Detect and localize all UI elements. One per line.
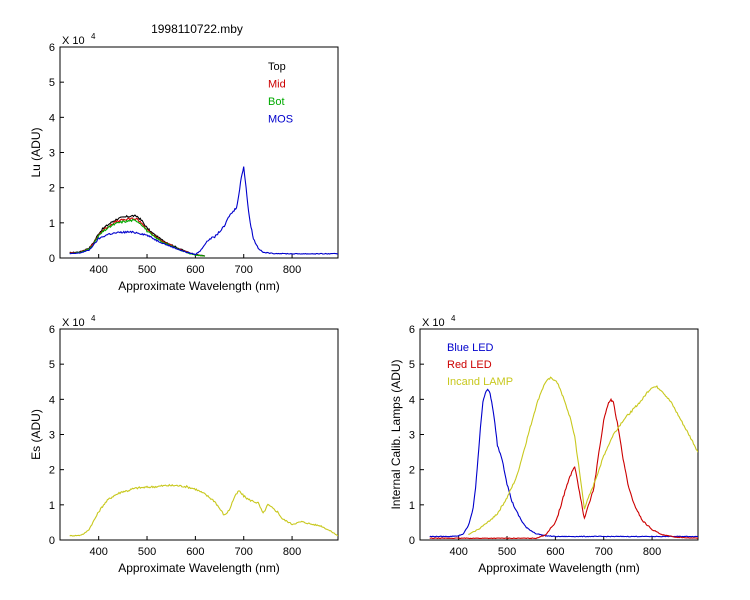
series-line-blue-led [429,388,698,538]
x-tick-label: 700 [595,546,613,558]
y-tick-label: 4 [409,394,415,406]
y-axis-label: Internal Calib. Lamps (ADU) [389,359,403,509]
y-tick-label: 0 [409,535,415,547]
y-tick-label: 0 [49,253,55,265]
y-exponent-label: X 10 [62,317,85,329]
legend-entry: Blue LED [447,342,494,354]
x-tick-label: 600 [186,546,204,558]
y-exponent-label: X 10 [62,35,85,47]
series-line-red-led [429,397,698,540]
y-tick-label: 3 [409,430,415,442]
y-tick-label: 1 [49,218,55,230]
y-exponent-power: 4 [451,314,456,323]
y-tick-label: 2 [409,465,415,477]
y-tick-label: 1 [49,500,55,512]
x-tick-label: 500 [138,546,156,558]
series-line-mos [69,166,338,256]
legend-entry: Top [268,61,286,73]
plot-frame [419,328,699,541]
x-tick-label: 800 [283,546,301,558]
x-tick-label: 700 [235,546,253,558]
legend-entry: Mid [268,79,286,91]
y-tick-label: 3 [49,148,55,160]
y-tick-label: 6 [49,324,55,336]
x-tick-label: 700 [235,264,253,276]
y-tick-label: 5 [409,359,415,371]
y-tick-label: 5 [49,359,55,371]
plot-frame [59,328,339,541]
y-tick-label: 2 [49,183,55,195]
legend-entry: Bot [268,96,285,108]
x-axis-label: Approximate Wavelength (nm) [118,561,280,575]
series-line-es [69,483,338,537]
chart-calib: 400 500 600 700 800 0 1 2 3 4 5 6 X 10 4 Approximate W… [389,314,699,575]
x-tick-label: 500 [498,546,516,558]
y-tick-label: 6 [409,324,415,336]
x-tick-label: 600 [546,546,564,558]
figure-title: 1998110722.mby [151,22,243,36]
y-tick-label: 3 [49,430,55,442]
series-line-incand-lamp [468,376,698,535]
x-tick-label: 500 [138,264,156,276]
chart-lu: 400 500 600 700 800 0 1 2 3 4 5 6 X 10 4 Approximate W… [29,32,339,293]
x-axis-label: Approximate Wavelength (nm) [118,279,280,293]
y-tick-label: 5 [49,77,55,89]
x-tick-label: 800 [643,546,661,558]
legend-entry: Incand LAMP [447,376,513,388]
x-tick-label: 400 [89,264,107,276]
y-axis-label: Es (ADU) [29,409,43,460]
y-tick-label: 4 [49,394,55,406]
x-tick-label: 400 [89,546,107,558]
x-axis-label: Approximate Wavelength (nm) [478,561,640,575]
y-exponent-power: 4 [91,314,96,323]
y-axis-label: Lu (ADU) [29,127,43,177]
y-tick-label: 1 [409,500,415,512]
y-exponent-label: X 10 [422,317,445,329]
legend-entry: Red LED [447,359,492,371]
legend-entry: MOS [268,114,293,126]
y-tick-label: 6 [49,42,55,54]
y-tick-label: 0 [49,535,55,547]
chart-es: 400 500 600 700 800 0 1 2 3 4 5 6 X 10 4 Approximate W… [29,314,339,575]
x-tick-label: 600 [186,264,204,276]
y-tick-label: 2 [49,465,55,477]
x-tick-label: 400 [449,546,467,558]
plot-frame [59,46,339,259]
y-tick-label: 4 [49,112,55,124]
y-exponent-power: 4 [91,32,96,41]
x-tick-label: 800 [283,264,301,276]
